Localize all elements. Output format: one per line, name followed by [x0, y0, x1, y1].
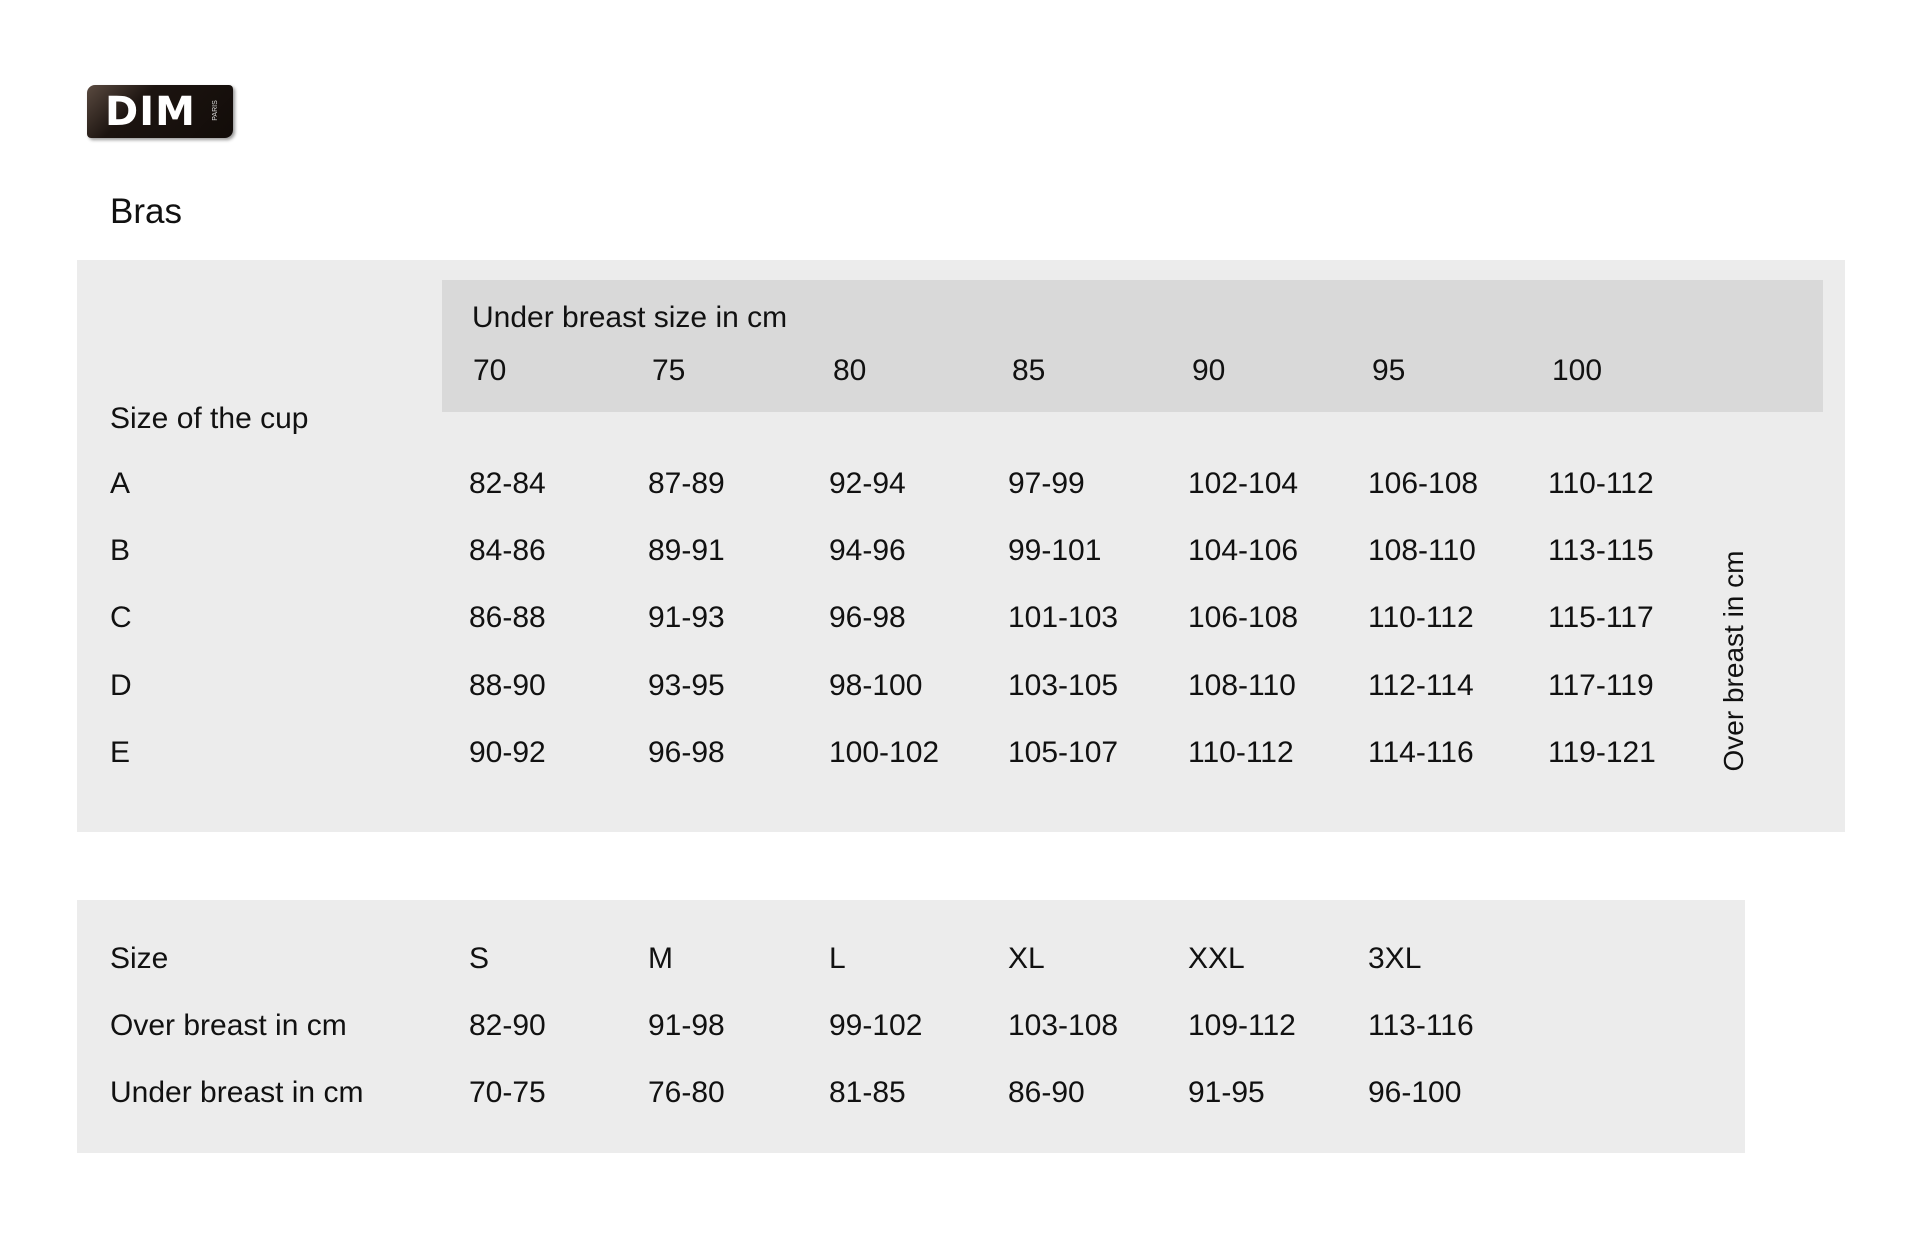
size-cell: L	[829, 942, 846, 975]
over-breast-cell: 93-95	[648, 669, 725, 702]
size-cell: XL	[1008, 942, 1045, 975]
cup-label: D	[110, 669, 132, 702]
size-cell: 91-95	[1188, 1076, 1265, 1109]
over-breast-cell: 84-86	[469, 534, 546, 567]
size-cell: 70-75	[469, 1076, 546, 1109]
cup-row-header: Size of the cup	[110, 402, 309, 435]
logo-subtext: PARIS	[211, 100, 219, 121]
cup-label: E	[110, 736, 131, 769]
over-breast-cell: 99-101	[1008, 534, 1102, 567]
size-row-label: Size	[110, 942, 169, 975]
over-breast-cell: 108-110	[1188, 669, 1296, 702]
size-cell: S	[469, 942, 490, 975]
under-breast-size: 70	[473, 354, 507, 387]
over-breast-cell: 113-115	[1548, 534, 1654, 567]
dim-logo: DIM PARIS	[87, 85, 233, 138]
under-breast-size: 95	[1372, 354, 1406, 387]
over-breast-cell: 103-105	[1008, 669, 1119, 702]
under-breast-size: 90	[1192, 354, 1226, 387]
size-cell: 99-102	[829, 1009, 923, 1042]
size-cell: 82-90	[469, 1009, 546, 1042]
over-breast-cell: 110-112	[1548, 467, 1654, 500]
over-breast-cell: 105-107	[1008, 736, 1119, 769]
size-cell: 96-100	[1368, 1076, 1462, 1109]
over-breast-cell: 102-104	[1188, 467, 1299, 500]
over-breast-cell: 86-88	[469, 601, 546, 634]
under-breast-size: 75	[652, 354, 686, 387]
cup-label: B	[110, 534, 131, 567]
size-cell: M	[648, 942, 673, 975]
over-breast-cell: 96-98	[829, 601, 906, 634]
size-cell: 113-116	[1368, 1009, 1474, 1042]
over-breast-cell: 110-112	[1368, 601, 1474, 634]
size-cell: 86-90	[1008, 1076, 1085, 1109]
over-breast-cell: 88-90	[469, 669, 546, 702]
size-row-label: Over breast in cm	[110, 1009, 347, 1042]
over-breast-cell: 100-102	[829, 736, 940, 769]
over-breast-cell: 98-100	[829, 669, 923, 702]
over-breast-cell: 92-94	[829, 467, 906, 500]
size-table	[77, 900, 1745, 1153]
size-cell: 109-112	[1188, 1009, 1296, 1042]
over-breast-side-label: Over breast in cm	[1718, 550, 1749, 772]
over-breast-cell: 106-108	[1368, 467, 1479, 500]
size-cell: 103-108	[1008, 1009, 1119, 1042]
over-breast-cell: 119-121	[1548, 736, 1656, 769]
over-breast-cell: 87-89	[648, 467, 725, 500]
under-breast-size: 100	[1552, 354, 1603, 387]
logo-text: DIM	[105, 89, 196, 135]
under-breast-header-band	[442, 280, 1823, 412]
under-breast-header: Under breast size in cm	[472, 301, 788, 334]
over-breast-cell: 115-117	[1548, 601, 1654, 634]
page-title: Bras	[110, 192, 182, 231]
over-breast-cell: 94-96	[829, 534, 906, 567]
cup-label: C	[110, 601, 132, 634]
under-breast-size: 80	[833, 354, 867, 387]
size-cell: 76-80	[648, 1076, 725, 1109]
size-cell: 81-85	[829, 1076, 906, 1109]
size-cell: 91-98	[648, 1009, 725, 1042]
under-breast-size: 85	[1012, 354, 1046, 387]
over-breast-cell: 117-119	[1548, 669, 1654, 702]
size-cell: 3XL	[1368, 942, 1422, 975]
over-breast-cell: 114-116	[1368, 736, 1474, 769]
over-breast-cell: 110-112	[1188, 736, 1294, 769]
over-breast-cell: 104-106	[1188, 534, 1299, 567]
over-breast-cell: 112-114	[1368, 669, 1474, 702]
over-breast-cell: 91-93	[648, 601, 725, 634]
over-breast-cell: 108-110	[1368, 534, 1476, 567]
size-cell: XXL	[1188, 942, 1245, 975]
cup-label: A	[110, 467, 131, 500]
size-row-label: Under breast in cm	[110, 1076, 364, 1109]
over-breast-cell: 90-92	[469, 736, 546, 769]
over-breast-cell: 97-99	[1008, 467, 1085, 500]
over-breast-cell: 82-84	[469, 467, 546, 500]
over-breast-cell: 101-103	[1008, 601, 1119, 634]
over-breast-cell: 89-91	[648, 534, 725, 567]
over-breast-cell: 96-98	[648, 736, 725, 769]
over-breast-cell: 106-108	[1188, 601, 1299, 634]
